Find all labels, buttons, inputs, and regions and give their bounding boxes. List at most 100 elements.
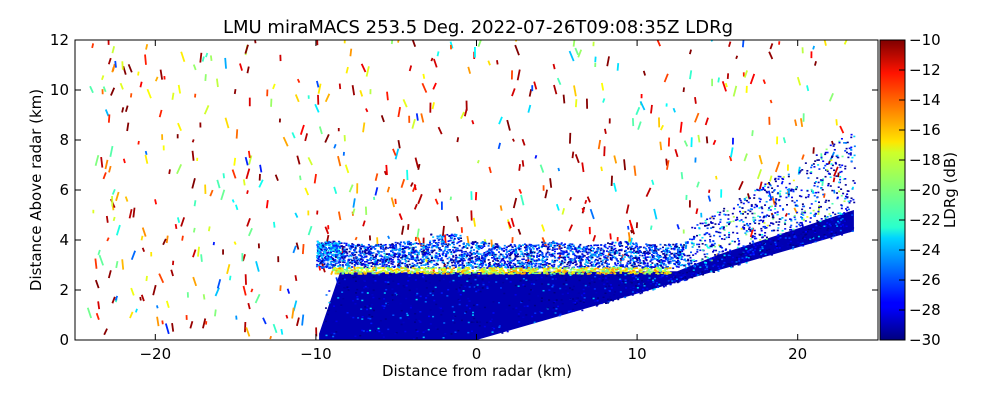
layer-pixel <box>370 254 373 257</box>
layer-pixel <box>332 255 335 257</box>
layer-pixel <box>461 261 464 264</box>
echo-pixel <box>474 278 477 281</box>
layer-pixel <box>562 244 565 247</box>
layer-pixel <box>335 244 338 246</box>
melting-layer-pixel <box>474 271 477 274</box>
layer-pixel <box>472 253 475 255</box>
speckle-mark <box>676 224 680 230</box>
layer-pixel <box>624 249 627 252</box>
speckle-mark <box>235 129 239 139</box>
layer-pixel <box>370 245 373 248</box>
layer-pixel <box>404 260 407 262</box>
layer-pixel <box>409 242 412 244</box>
layer-pixel <box>422 245 425 248</box>
layer-pixel <box>450 233 453 236</box>
upper-echo-pixel <box>838 140 841 143</box>
layer-pixel <box>675 243 678 245</box>
melting-layer-pixel <box>367 270 371 273</box>
melting-layer-pixel <box>421 270 425 273</box>
melting-layer-pixel <box>512 270 516 272</box>
melting-layer-pixel <box>383 270 387 272</box>
speckle-mark <box>730 147 734 158</box>
layer-pixel <box>436 237 439 240</box>
echo-pixel <box>601 280 604 282</box>
speckle-mark <box>600 82 605 91</box>
layer-pixel <box>354 247 357 250</box>
layer-pixel <box>480 260 483 262</box>
echo-pixel <box>652 279 655 282</box>
layer-pixel <box>343 261 346 264</box>
echo-pixel <box>562 283 565 285</box>
melting-layer-pixel <box>624 270 627 272</box>
echo-pixel <box>497 331 500 333</box>
echo-pixel <box>744 253 747 256</box>
echo-pixel <box>821 222 824 225</box>
layer-pixel <box>503 262 506 265</box>
speckle-mark <box>176 217 181 223</box>
layer-pixel <box>611 257 614 260</box>
layer-pixel <box>488 261 491 264</box>
melting-layer-pixel <box>446 267 450 270</box>
speckle-mark <box>629 237 633 246</box>
layer-pixel <box>553 252 556 255</box>
layer-pixel <box>560 243 563 246</box>
layer-pixel <box>452 255 455 257</box>
layer-pixel <box>472 249 475 251</box>
layer-pixel <box>457 256 460 259</box>
melting-layer-pixel <box>503 272 507 274</box>
speckle-mark <box>411 118 416 129</box>
echo-pixel <box>520 301 523 304</box>
speckle-mark <box>94 154 100 167</box>
melting-layer-pixel <box>415 272 419 274</box>
speckle-mark <box>715 175 718 180</box>
layer-pixel <box>546 256 549 258</box>
melting-layer-pixel <box>644 267 648 269</box>
layer-pixel <box>415 260 418 262</box>
melting-layer-pixel <box>506 269 510 271</box>
layer-pixel <box>428 243 431 246</box>
echo-pixel <box>728 256 731 258</box>
echo-pixel <box>551 285 554 288</box>
echo-pixel <box>723 258 726 261</box>
melting-layer-pixel <box>481 268 484 270</box>
melting-layer-pixel <box>632 267 636 270</box>
layer-pixel <box>318 252 321 255</box>
layer-pixel <box>629 260 632 263</box>
echo-pixel <box>391 294 394 296</box>
echo-pixel <box>664 285 667 287</box>
layer-pixel <box>365 264 368 266</box>
melting-layer-pixel <box>615 270 618 273</box>
layer-pixel <box>441 245 444 247</box>
layer-pixel <box>646 245 649 247</box>
speckle-mark <box>191 177 196 189</box>
echo-pixel <box>580 275 583 278</box>
layer-pixel <box>382 246 385 249</box>
layer-pixel <box>500 263 503 265</box>
speckle-mark <box>728 41 732 48</box>
layer-pixel <box>604 260 607 262</box>
echo-pixel <box>779 250 782 252</box>
echo-pixel <box>747 249 750 252</box>
echo-pixel <box>392 299 395 301</box>
layer-pixel <box>322 254 325 257</box>
melting-layer-pixel <box>553 273 556 275</box>
layer-pixel <box>491 264 494 267</box>
layer-pixel <box>518 262 521 265</box>
layer-pixel <box>340 242 343 244</box>
layer-pixel <box>538 266 541 269</box>
echo-pixel <box>385 281 388 284</box>
speckle-mark <box>707 195 712 202</box>
melting-layer-pixel <box>591 267 594 270</box>
speckle-mark <box>250 288 254 293</box>
echo-pixel <box>635 285 638 287</box>
layer-pixel <box>642 259 645 262</box>
speckle-mark <box>365 66 370 77</box>
layer-pixel <box>676 250 679 253</box>
layer-pixel <box>399 260 402 262</box>
layer-pixel <box>337 248 340 251</box>
echo-pixel <box>725 257 728 259</box>
echo-pixel <box>821 238 824 241</box>
layer-pixel <box>446 251 449 254</box>
melting-layer-pixel <box>596 272 600 275</box>
echo-pixel <box>341 291 344 293</box>
